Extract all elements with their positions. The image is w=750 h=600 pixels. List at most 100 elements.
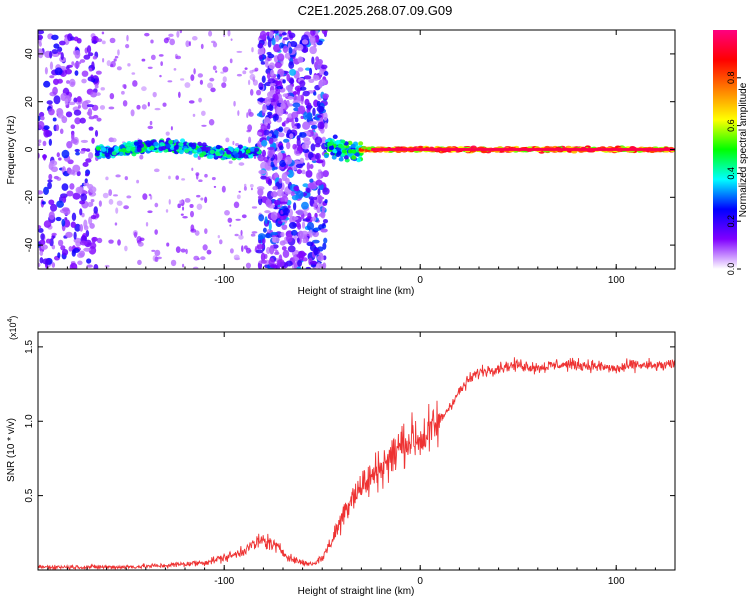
- spectrogram-cell: [297, 56, 304, 63]
- spectrogram-cell: [60, 52, 64, 61]
- spectrogram-cell: [114, 55, 119, 59]
- spectrogram-cell: [51, 262, 56, 268]
- spectrogram-cell: [297, 223, 302, 230]
- spectrogram-cell: [147, 101, 150, 107]
- spectrogram-cell: [159, 142, 165, 147]
- spectrogram-cell: [316, 105, 325, 113]
- spectrogram-cell: [278, 177, 283, 184]
- spectrogram-cell: [279, 159, 287, 168]
- spectrogram-cell: [70, 124, 76, 130]
- spectrogram-cell: [282, 37, 290, 41]
- spectrogram-cell: [230, 38, 233, 42]
- spectrogram-cell: [166, 242, 170, 247]
- spectrogram-cell: [306, 112, 313, 121]
- spectrogram-cell: [149, 120, 153, 126]
- spectrogram-cell: [161, 146, 167, 151]
- spectrogram-cell: [280, 102, 286, 109]
- spectrogram-cell: [221, 82, 227, 89]
- spectrogram-cell: [229, 248, 234, 254]
- spectrogram-cell: [306, 162, 311, 171]
- spectrogram-cell: [247, 136, 252, 144]
- spectrogram-cell: [250, 147, 256, 152]
- spectrogram-cell: [229, 58, 233, 64]
- spectrogram-cell: [271, 236, 280, 243]
- spectrogram-cell: [322, 219, 329, 224]
- spectrogram-cell: [338, 157, 344, 162]
- spectrogram-cell: [66, 80, 70, 84]
- spectrogram-cell: [209, 77, 215, 82]
- spectrogram-cell: [270, 231, 279, 236]
- spectrogram-cell: [90, 214, 97, 220]
- spectrogram-cell: [236, 73, 242, 77]
- spectrogram-cell: [51, 232, 57, 236]
- spectrogram-cell: [322, 187, 330, 195]
- spectrogram-cell: [70, 221, 77, 228]
- spectrogram-cell: [86, 104, 95, 108]
- spectrogram-cell: [310, 143, 316, 152]
- spectrogram-cell: [309, 260, 318, 265]
- spectrogram-y-tick-label: 40: [24, 48, 35, 60]
- spectrogram-cell: [322, 242, 327, 250]
- spectrogram-cell: [48, 108, 55, 116]
- spectrogram-cell: [150, 39, 154, 44]
- spectrogram-cell: [45, 238, 51, 244]
- spectrogram-cell: [267, 39, 272, 48]
- spectrogram-cell: [190, 228, 197, 233]
- spectrogram-cell: [321, 136, 327, 144]
- spectrogram-x-tick-label: 100: [608, 275, 625, 286]
- spectrogram-cell: [168, 139, 174, 145]
- spectrogram-cell: [243, 154, 249, 159]
- spectrogram-cell: [219, 239, 223, 245]
- spectrogram-cell: [84, 173, 89, 177]
- spectrogram-cell: [320, 64, 328, 70]
- spectrogram-cell: [141, 104, 147, 110]
- spectrogram-cell: [276, 86, 283, 90]
- snr-x-tick-label: 0: [417, 576, 423, 587]
- spectrogram-cell: [312, 230, 319, 238]
- spectrogram-y-tick-label: 0: [24, 146, 35, 152]
- spectrogram-cell: [47, 179, 53, 183]
- spectrogram-cell: [93, 264, 99, 269]
- spectrogram-cell: [341, 149, 347, 154]
- spectrogram-cell: [278, 126, 284, 133]
- spectrogram-cell: [275, 35, 280, 42]
- spectrogram-cell: [85, 148, 91, 152]
- spectrogram-cell: [264, 233, 273, 239]
- spectrogram-cell: [101, 40, 106, 45]
- spectrogram-cell: [258, 54, 263, 60]
- spectrogram-cell: [249, 183, 254, 188]
- spectrogram-cell: [94, 152, 100, 157]
- spectrogram-cell: [302, 90, 310, 97]
- spectrogram-cell: [309, 229, 313, 238]
- spectrogram-cell: [257, 188, 264, 197]
- spectrogram-cell: [228, 146, 234, 152]
- spectrogram-cell: [255, 249, 264, 254]
- spectrogram-cell: [158, 54, 164, 57]
- spectrogram-cell: [250, 233, 256, 237]
- spectrogram-cell: [234, 233, 239, 237]
- snr-frame: [37, 331, 676, 571]
- spectrogram-cell: [148, 145, 154, 151]
- spectrogram-cell: [192, 113, 196, 117]
- spectrogram-cell: [274, 113, 279, 121]
- spectrogram-cell: [242, 70, 247, 75]
- spectrogram-cell: [83, 219, 88, 229]
- spectrogram-cell: [38, 30, 45, 35]
- spectrogram-cell: [251, 231, 258, 234]
- spectrogram-cell: [70, 138, 78, 144]
- spectrogram-cell: [303, 75, 312, 80]
- spectrogram-cell: [212, 65, 217, 71]
- spectrogram-cell: [316, 172, 322, 181]
- spectrogram-cell: [126, 34, 129, 42]
- spectrogram-cell: [317, 169, 322, 173]
- spectrogram-cell: [302, 238, 307, 244]
- spectrogram-cell: [118, 151, 124, 156]
- spectrogram-cell: [301, 143, 310, 150]
- snr-marks: [38, 357, 675, 570]
- spectrogram-cell: [225, 137, 230, 143]
- spectrogram-cell: [196, 194, 201, 198]
- spectrogram-cell: [96, 117, 102, 122]
- spectrogram-cell: [76, 96, 82, 103]
- snr-y-multiplier-exp: 4: [7, 318, 14, 322]
- snr-x-tick-label: 100: [608, 576, 625, 587]
